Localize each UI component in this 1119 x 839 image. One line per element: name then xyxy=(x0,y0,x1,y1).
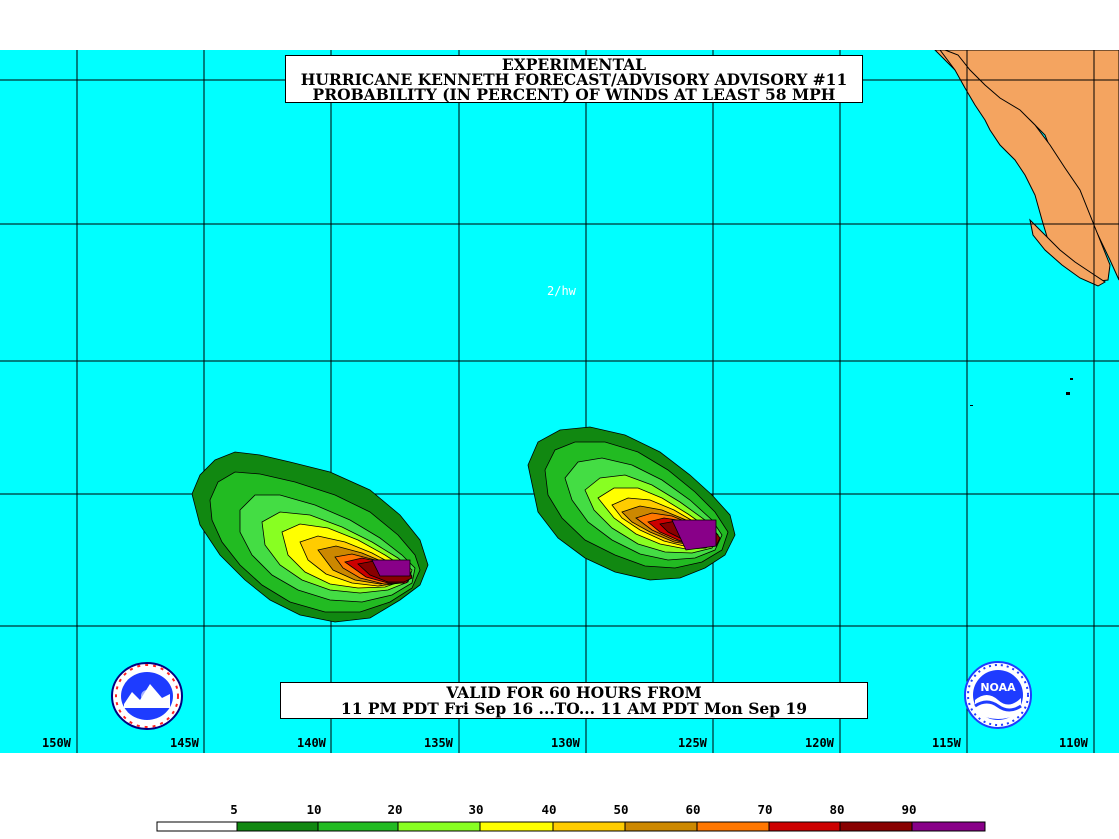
map-annotation: 2/hw xyxy=(547,284,576,298)
lon-label-135w: 135W xyxy=(424,736,453,750)
probability-legend xyxy=(156,821,986,832)
title-line-1: EXPERIMENTAL xyxy=(501,55,647,74)
legend-swatch-60-70 xyxy=(696,821,770,832)
map-canvas xyxy=(0,50,1119,753)
title-line-3: PROBABILITY (IN PERCENT) OF WINDS AT LEA… xyxy=(312,85,836,104)
lon-label-145w: 145W xyxy=(170,736,199,750)
valid-line-1: VALID FOR 60 HOURS FROM xyxy=(446,683,702,702)
legend-label-10: 10 xyxy=(306,802,322,817)
lon-label-140w: 140W xyxy=(297,736,326,750)
legend-label-20: 20 xyxy=(387,802,403,817)
legend-label-80: 80 xyxy=(829,802,845,817)
latitude-lines xyxy=(0,79,1119,627)
legend-swatch-90-100 xyxy=(911,821,986,832)
legend-swatch-30-40 xyxy=(479,821,554,832)
legend-label-30: 30 xyxy=(468,802,484,817)
legend-label-70: 70 xyxy=(757,802,773,817)
legend-swatch-70-80 xyxy=(768,821,841,832)
noaa-logo-text: NOAA xyxy=(980,681,1016,694)
map-title-box: EXPERIMENTAL HURRICANE KENNETH FORECAST/… xyxy=(285,55,863,103)
legend-swatch-20-30 xyxy=(397,821,481,832)
valid-line-2: 11 PM PDT Fri Sep 16 ...TO... 11 AM PDT … xyxy=(340,699,808,718)
legend-label-90: 90 xyxy=(901,802,917,817)
probability-swath-east xyxy=(527,426,736,581)
contour-max xyxy=(671,519,717,551)
lon-label-150w: 150W xyxy=(42,736,71,750)
forecast-map xyxy=(0,50,1119,753)
legend-swatch-80-90 xyxy=(839,821,913,832)
longitude-lines xyxy=(76,50,1095,753)
land-baja-tip xyxy=(1029,218,1106,287)
legend-swatch-10-20 xyxy=(317,821,399,832)
lon-label-120w: 120W xyxy=(805,736,834,750)
legend-swatch-40-50 xyxy=(552,821,626,832)
lon-label-125w: 125W xyxy=(678,736,707,750)
noaa-logo-icon: NOAA xyxy=(964,661,1032,729)
valid-time-box: VALID FOR 60 HOURS FROM 11 PM PDT Fri Se… xyxy=(280,682,868,719)
legend-label-5: 5 xyxy=(230,802,238,817)
legend-label-50: 50 xyxy=(613,802,629,817)
legend-label-40: 40 xyxy=(541,802,557,817)
contour-max xyxy=(371,559,411,577)
legend-label-60: 60 xyxy=(685,802,701,817)
lon-label-130w: 130W xyxy=(551,736,580,750)
probability-swath-west xyxy=(191,451,429,623)
title-line-2: HURRICANE KENNETH FORECAST/ADVISORY ADVI… xyxy=(300,70,848,89)
legend-swatch-5-10 xyxy=(236,821,319,832)
small-island xyxy=(970,378,1073,406)
legend-swatch-0-5 xyxy=(156,821,238,832)
lon-label-110w: 110W xyxy=(1059,736,1088,750)
nws-logo-icon xyxy=(111,662,183,730)
lon-label-115w: 115W xyxy=(932,736,961,750)
legend-swatch-50-60 xyxy=(624,821,698,832)
